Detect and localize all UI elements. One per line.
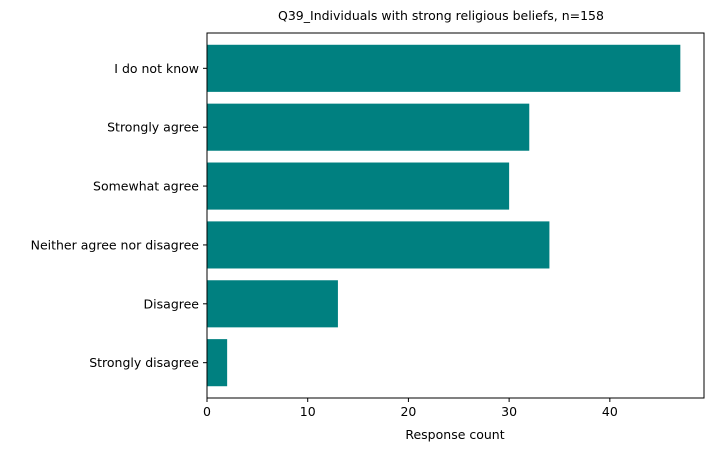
bar-somewhat-agree: [207, 162, 510, 210]
x-axis-ticks: 0 10 20 30 40: [203, 398, 618, 419]
x-tick-label-20: 20: [400, 404, 416, 419]
x-axis-label: Response count: [405, 427, 504, 442]
y-tick-label-neither-agree-nor-disagree: Neither agree nor disagree: [31, 237, 200, 252]
bar-disagree: [207, 280, 338, 328]
y-axis-ticks: Strongly disagree Disagree Neither agree n…: [31, 61, 207, 370]
x-tick-label-0: 0: [203, 404, 211, 419]
y-tick-label-strongly-disagree: Strongly disagree: [89, 355, 199, 370]
bars-layer: [207, 44, 681, 387]
plot-area-frame: [206, 32, 705, 399]
y-tick-label-disagree: Disagree: [144, 296, 200, 311]
y-tick-label-i-do-not-know: I do not know: [114, 61, 199, 76]
bar-strongly-agree: [207, 103, 530, 151]
bar-strongly-disagree: [207, 339, 228, 387]
x-tick-label-40: 40: [602, 404, 618, 419]
x-tick-label-10: 10: [300, 404, 316, 419]
chart-title: Q39_Individuals with strong religious be…: [278, 8, 604, 23]
bar-i-do-not-know: [207, 44, 681, 92]
x-tick-label-30: 30: [501, 404, 517, 419]
y-tick-label-strongly-agree: Strongly agree: [107, 120, 199, 135]
y-tick-label-somewhat-agree: Somewhat agree: [93, 179, 199, 194]
bar-neither-agree-nor-disagree: [207, 221, 550, 269]
